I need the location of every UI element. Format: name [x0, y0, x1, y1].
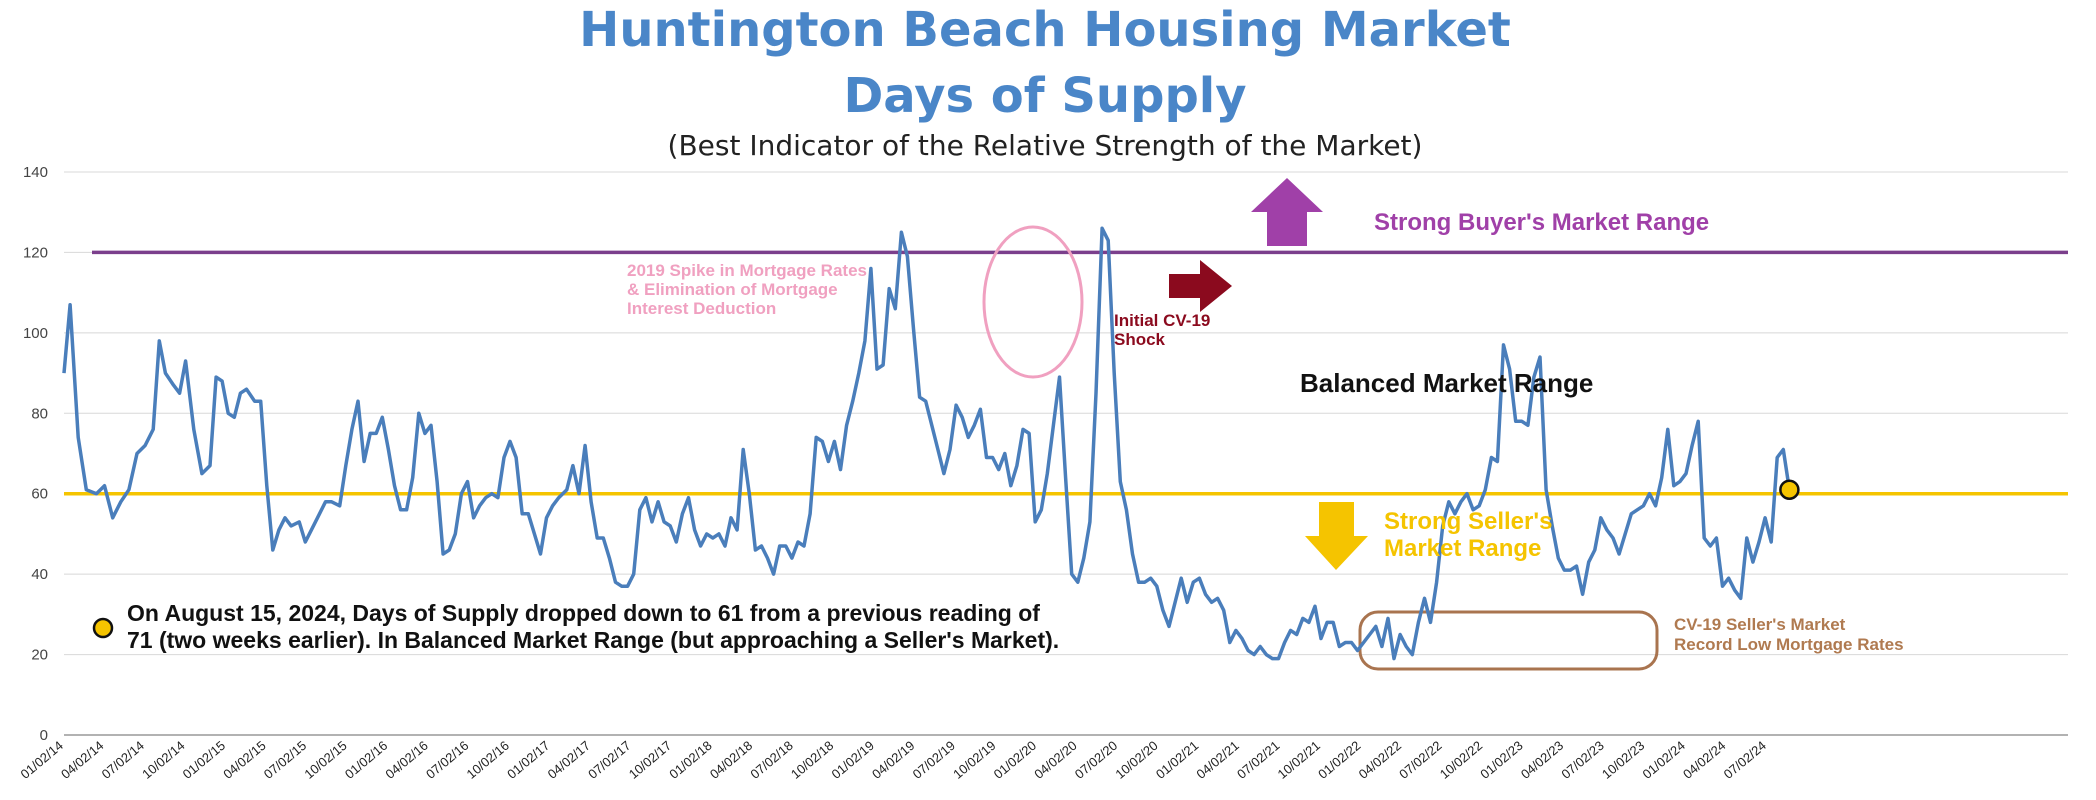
- x-tick-label: 04/02/15: [220, 738, 268, 782]
- y-tick-label: 100: [23, 325, 48, 342]
- x-tick-label: 07/02/23: [1558, 738, 1606, 782]
- y-tick-label: 40: [31, 566, 48, 583]
- x-axis-ticks: 01/02/1404/02/1407/02/1410/02/1401/02/15…: [18, 738, 1770, 782]
- y-tick-label: 20: [31, 647, 48, 664]
- x-tick-label: 10/02/21: [1275, 738, 1323, 782]
- y-tick-label: 140: [23, 164, 48, 181]
- spike-note-line3: Interest Deduction: [627, 299, 776, 318]
- x-tick-label: 10/02/16: [464, 738, 512, 782]
- x-tick-label: 01/02/15: [180, 738, 228, 782]
- x-tick-label: 01/02/19: [829, 738, 877, 782]
- status-note-line1: On August 15, 2024, Days of Supply dropp…: [127, 600, 1040, 626]
- note-bullet-icon: [92, 617, 114, 639]
- x-tick-label: 01/02/18: [666, 738, 714, 782]
- x-tick-label: 01/02/14: [18, 738, 66, 782]
- x-tick-label: 04/02/19: [869, 738, 917, 782]
- seller-arrow-down-icon: [1305, 502, 1368, 570]
- x-tick-label: 07/02/19: [910, 738, 958, 782]
- spike-note-line2: & Elimination of Mortgage: [627, 280, 838, 299]
- cv19-note-line2: Record Low Mortgage Rates: [1674, 635, 1904, 654]
- x-tick-label: 10/02/14: [139, 738, 187, 782]
- x-tick-label: 04/02/17: [545, 738, 593, 782]
- x-tick-label: 07/02/16: [423, 738, 471, 782]
- chart-title-line1: Huntington Beach Housing Market: [579, 2, 1511, 58]
- buyer-range-label: Strong Buyer's Market Range: [1374, 209, 1709, 236]
- shock-note-line1: Initial CV-19: [1114, 311, 1210, 330]
- buyer-arrow-up-icon: [1251, 178, 1323, 246]
- cv19-highlight-box: [1358, 610, 1659, 671]
- x-tick-label: 01/02/23: [1477, 738, 1525, 782]
- x-tick-label: 07/02/15: [261, 738, 309, 782]
- x-tick-label: 10/02/23: [1599, 738, 1647, 782]
- status-note-line2: 71 (two weeks earlier). In Balanced Mark…: [127, 627, 1059, 653]
- shock-note-line2: Shock: [1114, 330, 1166, 349]
- chart-title-line2: Days of Supply: [843, 68, 1246, 124]
- x-tick-label: 04/02/18: [707, 738, 755, 782]
- x-tick-label: 04/02/24: [1680, 738, 1728, 782]
- x-tick-label: 07/02/22: [1396, 738, 1444, 782]
- seller-range-label-line1: Strong Seller's: [1384, 508, 1552, 535]
- y-axis-ticks: 0 20 40 60 80 100 120 140: [23, 164, 48, 744]
- x-tick-label: 01/02/16: [342, 738, 390, 782]
- seller-range-label-line2: Market Range: [1384, 535, 1541, 562]
- x-tick-label: 01/02/22: [1315, 738, 1363, 782]
- x-tick-label: 07/02/18: [747, 738, 795, 782]
- balanced-range-label: Balanced Market Range: [1300, 368, 1593, 398]
- spike-highlight-ellipse: [982, 225, 1084, 379]
- y-tick-label: 80: [31, 405, 48, 422]
- x-tick-label: 10/02/20: [1112, 738, 1160, 782]
- x-tick-label: 07/02/24: [1721, 738, 1769, 782]
- x-tick-label: 01/02/17: [504, 738, 552, 782]
- series-line-days-of-supply: [62, 226, 1792, 661]
- x-tick-label: 01/02/21: [1153, 738, 1201, 782]
- x-tick-label: 04/02/22: [1356, 738, 1404, 782]
- x-tick-label: 04/02/23: [1518, 738, 1566, 782]
- x-tick-label: 10/02/18: [788, 738, 836, 782]
- x-tick-label: 10/02/15: [301, 738, 349, 782]
- x-tick-label: 01/02/24: [1640, 738, 1688, 782]
- current-value-marker: [1779, 479, 1800, 500]
- x-tick-label: 04/02/21: [1193, 738, 1241, 782]
- x-tick-label: 07/02/14: [99, 738, 147, 782]
- shock-arrow-right-icon: [1169, 260, 1232, 312]
- x-tick-label: 07/02/20: [1072, 738, 1120, 782]
- x-tick-label: 04/02/20: [1031, 738, 1079, 782]
- x-tick-label: 04/02/16: [382, 738, 430, 782]
- cv19-note-line1: CV-19 Seller's Market: [1674, 615, 1846, 634]
- x-tick-label: 10/02/19: [950, 738, 998, 782]
- x-tick-label: 10/02/22: [1437, 738, 1485, 782]
- y-tick-label: 0: [40, 727, 48, 744]
- y-tick-label: 120: [23, 244, 48, 261]
- x-tick-label: 10/02/17: [626, 738, 674, 782]
- chart-subtitle: (Best Indicator of the Relative Strength…: [668, 129, 1423, 162]
- x-tick-label: 07/02/21: [1234, 738, 1282, 782]
- x-tick-label: 07/02/17: [585, 738, 633, 782]
- y-tick-label: 60: [31, 486, 48, 503]
- x-tick-label: 04/02/14: [58, 738, 106, 782]
- spike-note-line1: 2019 Spike in Mortgage Rates: [627, 261, 867, 280]
- x-tick-label: 01/02/20: [991, 738, 1039, 782]
